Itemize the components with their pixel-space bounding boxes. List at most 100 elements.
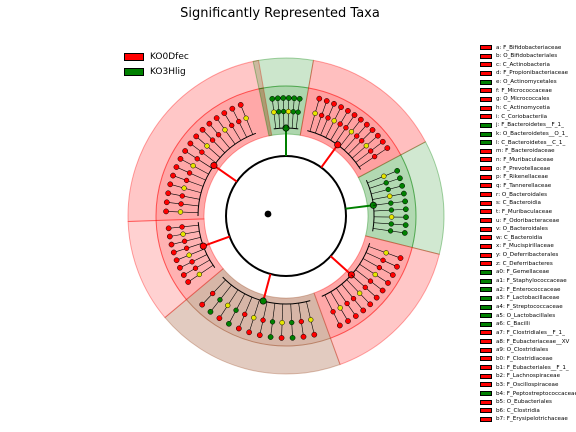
- leaf-node-mid-2-7: [354, 133, 360, 139]
- taxa-label: l: C_Bacteroidetes__C_1_: [496, 139, 566, 146]
- taxa-label: a: F_Bifidobacteriaceae: [496, 44, 562, 51]
- taxa-swatch: [480, 226, 492, 232]
- taxa-swatch: [480, 304, 492, 310]
- taxa-label: v: O_Bacteroidales: [496, 226, 548, 233]
- taxa-label: a3: F_Lactobacillaceae: [496, 295, 560, 302]
- taxa-legend-item: r: O_Bacteroidales: [480, 191, 547, 198]
- leaf-node-mid-5-3: [279, 319, 285, 326]
- leaf-node-1-0: [269, 95, 276, 102]
- taxa-swatch: [480, 88, 492, 94]
- taxa-label: a5: O_Lactobacillales: [496, 312, 556, 319]
- leaf-node-5-8: [226, 320, 232, 327]
- clade-bacteroidetes-outer: [307, 59, 427, 156]
- taxa-label: b7: F_Erysipelotrichaceae: [496, 416, 568, 423]
- taxa-label: r: O_Bacteroidales: [496, 191, 548, 198]
- leaf-node-mid-4-6: [356, 290, 363, 296]
- branch-trunk-3: [345, 204, 374, 210]
- taxa-label: w: C_Bacteroidia: [496, 234, 543, 241]
- taxa-legend-item: u: F_Odoribacteraceae: [480, 217, 559, 224]
- leaf-node-0-5: [173, 164, 180, 170]
- taxa-legend-item: b0: F_Clostridiaceae: [480, 355, 553, 362]
- leaf-node-mid-4-8: [344, 300, 350, 307]
- leaf-node-2-10: [379, 138, 386, 145]
- leaf-node-0-1: [163, 199, 170, 206]
- leaf-node-mid-6-0: [196, 271, 203, 278]
- leaf-node-4-9: [345, 318, 351, 324]
- clade-verrucomicrobia-outer: [127, 220, 188, 319]
- taxa-label: d: F_Propionibacteriaceae: [496, 70, 569, 77]
- leaf-node-mid-2-0: [312, 110, 318, 116]
- leaf-node-3-0: [394, 167, 401, 174]
- taxa-swatch: [480, 62, 492, 68]
- leaf-node-mid-2-3: [331, 118, 337, 124]
- taxa-swatch: [480, 408, 492, 414]
- leaf-node-0-11: [206, 120, 213, 127]
- taxa-swatch: [480, 157, 492, 163]
- group-legend-item: KO0Dfec: [124, 52, 189, 62]
- leaf-node-5-1: [300, 333, 307, 340]
- taxa-legend-item: t: F_Muribaculaceae: [480, 208, 552, 215]
- taxa-legend-item: o: F_Prevotellaceae: [480, 165, 550, 172]
- taxa-swatch: [480, 45, 492, 50]
- taxa-legend-item: a6: C_Bacilli: [480, 321, 530, 328]
- clade-deferribacteres-outer: [252, 57, 315, 90]
- leaf-node-4-4: [379, 287, 386, 294]
- taxa-legend-item: a2: F_Enterococcaceae: [480, 286, 560, 293]
- taxa-legend-item: d: F_Propionibacteriaceae: [480, 70, 568, 77]
- clade-proteobacteria-inner: [185, 268, 332, 347]
- taxa-label: a7: F_Clostridiales__F_1_: [496, 329, 565, 336]
- taxa-legend-item: s: C_Bacteroidia: [480, 200, 541, 207]
- branch-node-1: [282, 124, 290, 132]
- leaf-node-mid-0-5: [186, 170, 193, 176]
- taxa-legend-item: a7: F_Clostridiales__F_1_: [480, 329, 565, 336]
- leaf-node-mid-1-5: [295, 109, 301, 115]
- taxa-swatch: [480, 261, 492, 267]
- taxa-swatch: [480, 122, 492, 128]
- leaf-node-mid-4-2: [376, 264, 383, 271]
- clade-verrucomicrobia-inner: [155, 218, 224, 301]
- leaf-node-0-3: [167, 181, 174, 188]
- taxa-swatch: [480, 209, 492, 215]
- leaf-node-mid-3-7: [388, 221, 394, 227]
- taxa-legend-item: k: O_Bacteroidetes__O_1_: [480, 131, 568, 138]
- branch-trunk-0: [213, 164, 238, 183]
- leaf-node-5-5: [256, 332, 263, 338]
- taxa-legend-item: c: C_Actinobacteria: [480, 61, 550, 68]
- leaf-node-1-5: [296, 95, 303, 102]
- taxa-label: i: C_Coriobacteriia: [496, 113, 548, 120]
- leaf-node-mid-5-10: [217, 297, 223, 303]
- leaf-node-mid-6-1: [192, 265, 199, 271]
- leaf-node-mid-0-2: [179, 193, 185, 199]
- leaf-node-4-2: [389, 272, 396, 278]
- leaf-node-4-5: [373, 294, 380, 301]
- taxa-legend-item: a5: O_Lactobacillales: [480, 312, 555, 319]
- leaf-node-4-1: [394, 263, 400, 270]
- leaf-node-mid-0-7: [194, 156, 200, 162]
- taxa-legend-item: z: C_Deferribacteres: [480, 260, 553, 267]
- taxa-swatch: [480, 356, 492, 362]
- taxa-label: u: F_Odoribacteraceae: [496, 217, 560, 224]
- branch-node-0: [210, 162, 218, 170]
- leaf-node-5-3: [278, 335, 285, 341]
- group-label: KO3Hlig: [150, 67, 186, 77]
- leaf-node-mid-0-1: [178, 201, 184, 207]
- taxa-swatch: [480, 287, 492, 293]
- taxa-swatch: [480, 373, 492, 379]
- leaf-node-0-10: [199, 126, 206, 133]
- leaf-node-0-13: [221, 110, 228, 116]
- leaf-node-mid-3-5: [388, 207, 395, 213]
- clade-tenericutes-outer: [400, 141, 445, 255]
- taxa-label: x: F_Mucispirillaceae: [496, 243, 554, 250]
- leaf-node-6-1: [180, 272, 187, 278]
- leaf-node-mid-1-3: [285, 108, 292, 115]
- taxa-swatch: [480, 321, 492, 327]
- leaf-node-mid-0-9: [204, 143, 210, 149]
- leaf-node-0-8: [187, 140, 194, 147]
- leaf-node-mid-6-5: [181, 238, 188, 244]
- leaf-node-mid-6-4: [183, 245, 190, 251]
- leaf-node-0-15: [237, 102, 244, 108]
- branch-trunk-2: [320, 144, 339, 169]
- leaf-node-2-9: [374, 132, 381, 139]
- taxa-swatch: [480, 382, 492, 388]
- leaf-node-mid-0-10: [209, 137, 216, 143]
